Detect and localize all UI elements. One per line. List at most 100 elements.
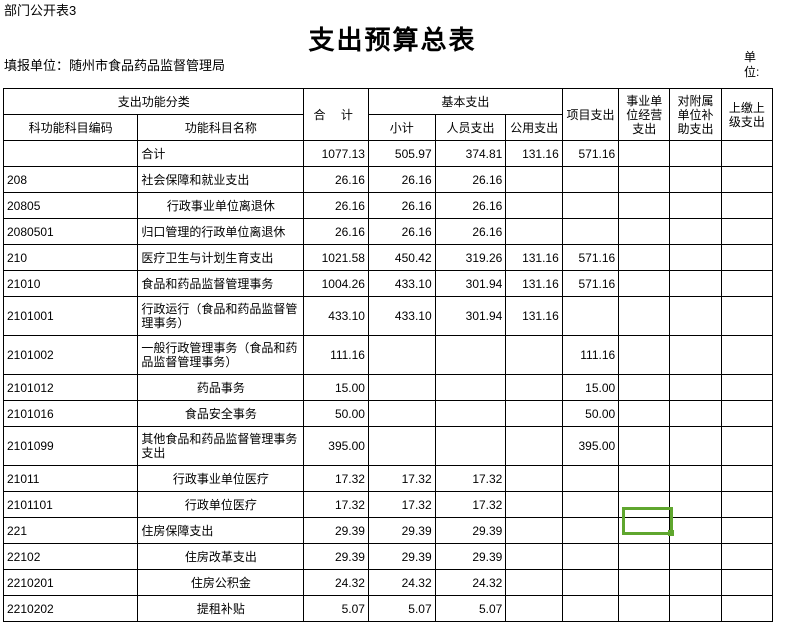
cell-function-name[interactable]: 一般行政管理事务（食品和药品监督管理事务） bbox=[137, 335, 305, 375]
cell-project[interactable] bbox=[561, 296, 620, 336]
cell-personnel[interactable]: 17.32 bbox=[434, 491, 507, 518]
cell-project[interactable] bbox=[561, 166, 620, 193]
cell-operating[interactable] bbox=[618, 270, 671, 297]
cell-total[interactable]: 29.39 bbox=[303, 543, 369, 570]
cell-subsidy[interactable] bbox=[669, 192, 722, 219]
table-row[interactable]: 2101016 食品安全事务 50.00 50.00 bbox=[2, 400, 774, 427]
table-row[interactable]: 21010 食品和药品监督管理事务 1004.26 433.10 301.94 131.1… bbox=[2, 270, 774, 297]
cell-project[interactable]: 395.00 bbox=[561, 426, 620, 466]
cell-personnel[interactable]: 374.81 bbox=[434, 140, 507, 167]
cell-operating[interactable] bbox=[618, 374, 671, 401]
cell-upper[interactable] bbox=[720, 166, 774, 193]
cell-function-code[interactable]: 22102 bbox=[2, 543, 139, 570]
cell-project[interactable]: 50.00 bbox=[561, 400, 620, 427]
cell-upper[interactable] bbox=[720, 517, 774, 544]
cell-total[interactable]: 17.32 bbox=[303, 465, 369, 492]
cell-subtotal[interactable]: 24.32 bbox=[367, 569, 436, 596]
cell-operating[interactable] bbox=[618, 166, 671, 193]
cell-function-code[interactable]: 2210202 bbox=[2, 595, 139, 622]
cell-personnel[interactable]: 29.39 bbox=[434, 543, 507, 570]
cell-subsidy[interactable] bbox=[669, 296, 722, 336]
cell-function-name[interactable]: 食品安全事务 bbox=[137, 400, 305, 427]
cell-project[interactable]: 571.16 bbox=[561, 140, 620, 167]
cell-public[interactable]: 131.16 bbox=[505, 296, 563, 336]
cell-project[interactable] bbox=[561, 543, 620, 570]
cell-upper[interactable] bbox=[720, 218, 774, 245]
cell-public[interactable] bbox=[505, 465, 563, 492]
cell-function-code[interactable]: 2101002 bbox=[2, 335, 139, 375]
cell-public[interactable] bbox=[505, 426, 563, 466]
cell-subtotal[interactable]: 26.16 bbox=[367, 166, 436, 193]
cell-personnel[interactable]: 26.16 bbox=[434, 218, 507, 245]
cell-subtotal[interactable]: 29.39 bbox=[367, 543, 436, 570]
cell-total[interactable]: 395.00 bbox=[303, 426, 369, 466]
cell-public[interactable] bbox=[505, 595, 563, 622]
cell-function-code[interactable]: 21011 bbox=[2, 465, 139, 492]
cell-total[interactable]: 1077.13 bbox=[303, 140, 369, 167]
table-row[interactable]: 合计 1077.13 505.97 374.81 131.16 571.16 bbox=[2, 140, 774, 167]
cell-project[interactable]: 111.16 bbox=[561, 335, 620, 375]
cell-public[interactable]: 131.16 bbox=[505, 140, 563, 167]
cell-subtotal[interactable]: 450.42 bbox=[367, 244, 436, 271]
cell-personnel[interactable]: 319.26 bbox=[434, 244, 507, 271]
cell-subsidy[interactable] bbox=[669, 465, 722, 492]
cell-project[interactable] bbox=[561, 192, 620, 219]
cell-personnel[interactable]: 301.94 bbox=[434, 296, 507, 336]
cell-total[interactable]: 26.16 bbox=[303, 192, 369, 219]
cell-upper[interactable] bbox=[720, 543, 774, 570]
cell-project[interactable] bbox=[561, 465, 620, 492]
cell-subtotal[interactable]: 17.32 bbox=[367, 491, 436, 518]
cell-subtotal[interactable]: 433.10 bbox=[367, 296, 436, 336]
cell-total[interactable]: 26.16 bbox=[303, 218, 369, 245]
cell-function-name[interactable]: 其他食品和药品监督管理事务支出 bbox=[137, 426, 305, 466]
cell-project[interactable]: 15.00 bbox=[561, 374, 620, 401]
cell-function-code[interactable]: 2101012 bbox=[2, 374, 139, 401]
cell-upper[interactable] bbox=[720, 296, 774, 336]
cell-subsidy[interactable] bbox=[669, 166, 722, 193]
cell-personnel[interactable] bbox=[434, 335, 507, 375]
cell-subtotal[interactable] bbox=[367, 335, 436, 375]
cell-total[interactable]: 1004.26 bbox=[303, 270, 369, 297]
cell-upper[interactable] bbox=[720, 400, 774, 427]
cell-subtotal[interactable]: 26.16 bbox=[367, 218, 436, 245]
cell-subtotal[interactable]: 26.16 bbox=[367, 192, 436, 219]
cell-subtotal[interactable]: 17.32 bbox=[367, 465, 436, 492]
cell-personnel[interactable]: 5.07 bbox=[434, 595, 507, 622]
cell-upper[interactable] bbox=[720, 491, 774, 518]
table-row[interactable]: 2101099 其他食品和药品监督管理事务支出 395.00 395.00 bbox=[2, 426, 774, 466]
cell-total[interactable]: 17.32 bbox=[303, 491, 369, 518]
cell-subtotal[interactable]: 433.10 bbox=[367, 270, 436, 297]
cell-total[interactable]: 50.00 bbox=[303, 400, 369, 427]
cell-upper[interactable] bbox=[720, 426, 774, 466]
cell-upper[interactable] bbox=[720, 244, 774, 271]
cell-subsidy[interactable] bbox=[669, 218, 722, 245]
cell-function-code[interactable] bbox=[2, 140, 139, 167]
expenditure-budget-table[interactable]: 支出功能分类 合 计 基本支出 项目支出 事业单位经营支出 对附属单位补助支出 … bbox=[2, 88, 774, 622]
cell-total[interactable]: 433.10 bbox=[303, 296, 369, 336]
cell-subsidy[interactable] bbox=[669, 595, 722, 622]
cell-operating[interactable] bbox=[618, 517, 671, 544]
cell-project[interactable] bbox=[561, 218, 620, 245]
cell-subsidy[interactable] bbox=[669, 140, 722, 167]
cell-operating[interactable] bbox=[618, 296, 671, 336]
cell-total[interactable]: 111.16 bbox=[303, 335, 369, 375]
cell-function-code[interactable]: 2101099 bbox=[2, 426, 139, 466]
cell-subsidy[interactable] bbox=[669, 569, 722, 596]
cell-public[interactable] bbox=[505, 218, 563, 245]
cell-public[interactable] bbox=[505, 543, 563, 570]
cell-public[interactable] bbox=[505, 374, 563, 401]
cell-function-name[interactable]: 住房公积金 bbox=[137, 569, 305, 596]
cell-subtotal[interactable] bbox=[367, 426, 436, 466]
cell-operating[interactable] bbox=[618, 335, 671, 375]
cell-public[interactable] bbox=[505, 569, 563, 596]
table-row[interactable]: 2101012 药品事务 15.00 15.00 bbox=[2, 374, 774, 401]
cell-public[interactable] bbox=[505, 166, 563, 193]
cell-project[interactable] bbox=[561, 595, 620, 622]
cell-upper[interactable] bbox=[720, 270, 774, 297]
cell-subtotal[interactable]: 505.97 bbox=[367, 140, 436, 167]
cell-personnel[interactable]: 26.16 bbox=[434, 192, 507, 219]
cell-operating[interactable] bbox=[618, 140, 671, 167]
cell-operating[interactable] bbox=[618, 192, 671, 219]
cell-public[interactable] bbox=[505, 400, 563, 427]
cell-public[interactable] bbox=[505, 192, 563, 219]
